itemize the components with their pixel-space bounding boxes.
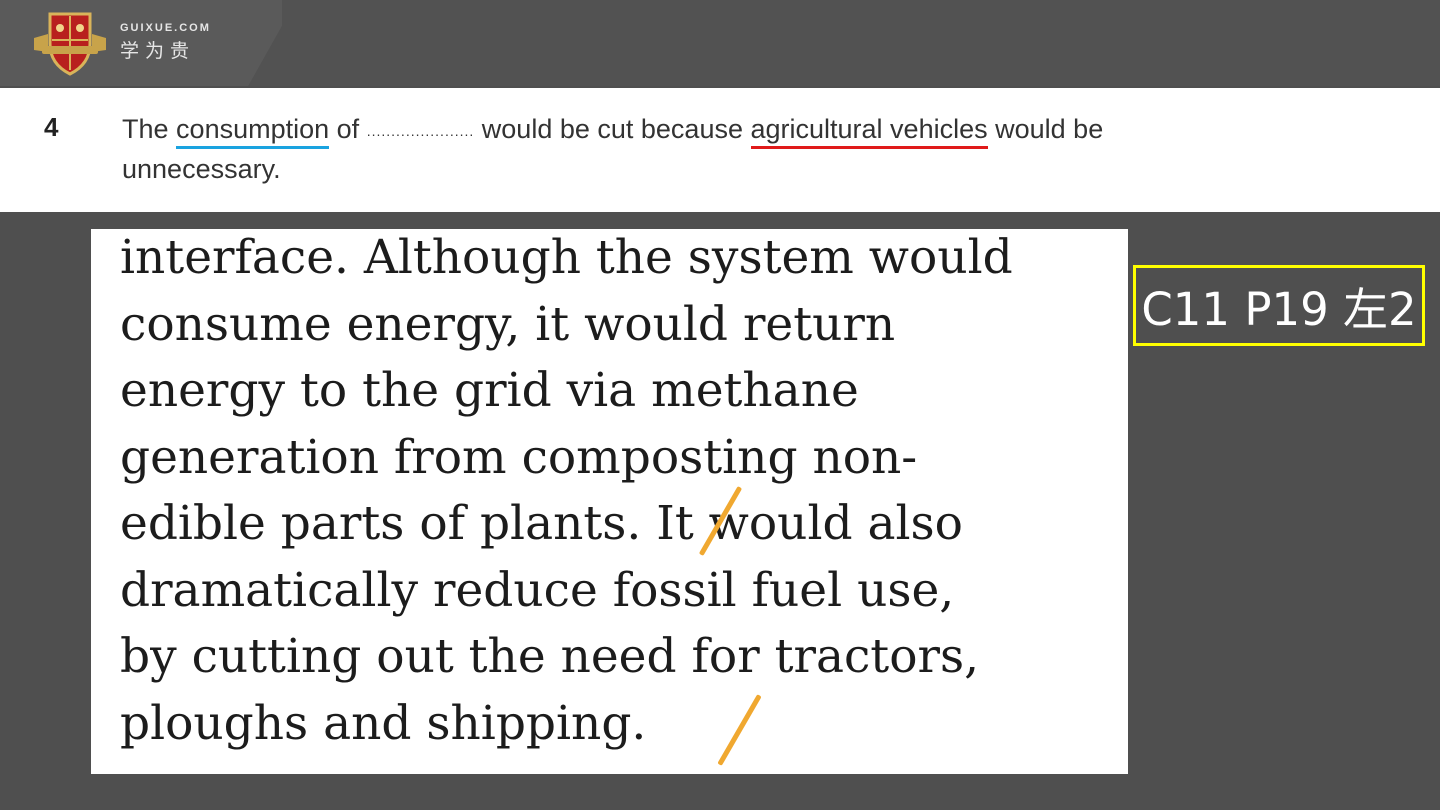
question-panel [0, 88, 1440, 212]
crest-shield-icon [34, 12, 106, 76]
question-number: 4 [44, 112, 59, 142]
question-text-part: unnecessary. [122, 153, 281, 184]
passage-text: interface. Although the system would con… [120, 225, 1140, 757]
question-text-part: of [336, 114, 360, 144]
reference-label: C11 P19 左2 [1133, 265, 1425, 346]
passage-line: dramatically reduce fossil fuel use, [120, 562, 955, 618]
keyword-agricultural-vehicles: agricultural vehicles [750, 114, 988, 149]
brand-name-en: GUIXUE.COM [120, 22, 211, 34]
top-bar: GUIXUE.COM 学为贵 [0, 0, 1440, 86]
question-text: The consumption of .....................… [122, 110, 1412, 188]
brand-name-cn: 学为贵 [120, 41, 196, 62]
passage-line: ploughs and shipping. [120, 695, 647, 751]
passage-line: consume energy, it would return [120, 296, 896, 352]
brand: GUIXUE.COM 学为贵 [120, 22, 211, 63]
answer-blank: ...................... [366, 122, 475, 139]
passage-line: edible parts of plants. It would also [120, 496, 963, 551]
keyword-consumption: consumption [176, 114, 330, 149]
passage-line: energy to the grid via methane [120, 363, 859, 418]
question-text-part: The [122, 114, 169, 144]
passage-panel [91, 229, 1128, 774]
passage-line: by cutting out the need for tractors, [120, 629, 980, 684]
question-text-part: would be cut because [481, 114, 743, 144]
passage-line: interface. Although the system would [120, 230, 1013, 285]
passage-line: generation from composting non- [120, 429, 918, 485]
question-text-part: would be [995, 114, 1104, 144]
